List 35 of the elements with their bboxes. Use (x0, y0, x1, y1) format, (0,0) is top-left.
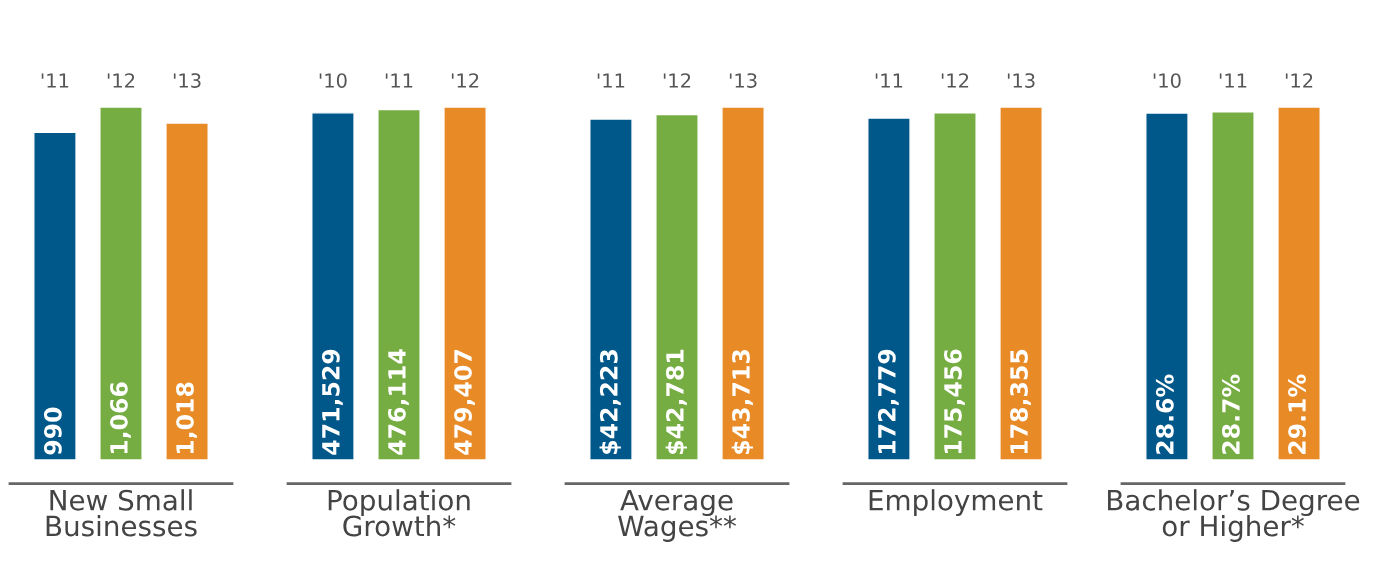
x-tick-label: '13 (1007, 73, 1035, 88)
x-tick-label: '12 (1285, 73, 1313, 88)
x-axis-title: Bachelor’s Degree or Higher* (1108, 489, 1360, 542)
data-label: 178,355 (1010, 349, 1031, 454)
x-tick-label: '11 (385, 73, 413, 88)
x-tick-label: '11 (597, 73, 625, 88)
data-label: 1,066 (109, 382, 131, 454)
data-label: $42,223 (599, 350, 621, 454)
x-axis-title: Employment (869, 489, 1043, 517)
data-label: 990 (43, 407, 62, 455)
data-label: $42,781 (665, 349, 687, 454)
data-label: 1,018 (176, 382, 197, 454)
x-tick-label: '13 (729, 73, 757, 88)
x-axis-title: Population Growth* (328, 489, 470, 537)
data-label: 28.7% (1221, 374, 1240, 454)
x-tick-label: '11 (875, 73, 903, 88)
x-tick-label: '10 (1153, 73, 1181, 88)
data-label: 29.1% (1288, 374, 1306, 454)
x-tick-label: '12 (107, 73, 135, 88)
x-axis-title: New Small Businesses (46, 489, 197, 537)
x-tick-label: '12 (451, 73, 479, 88)
data-label: 175,456 (944, 349, 965, 454)
data-label: 172,779 (877, 349, 899, 454)
x-tick-label: '11 (41, 73, 69, 88)
data-label: 28.6% (1155, 374, 1174, 454)
data-label: $43,713 (731, 350, 754, 454)
data-label: 479,407 (454, 350, 475, 455)
x-tick-label: '10 (319, 73, 347, 88)
data-label: 476,114 (388, 349, 409, 455)
x-tick-label: '13 (173, 73, 201, 88)
data-label: 471,529 (321, 349, 343, 455)
x-tick-label: '12 (941, 73, 969, 88)
x-tick-label: '11 (1219, 73, 1247, 88)
x-tick-label: '12 (663, 73, 691, 88)
x-axis-title: Average Wages** (618, 490, 737, 542)
